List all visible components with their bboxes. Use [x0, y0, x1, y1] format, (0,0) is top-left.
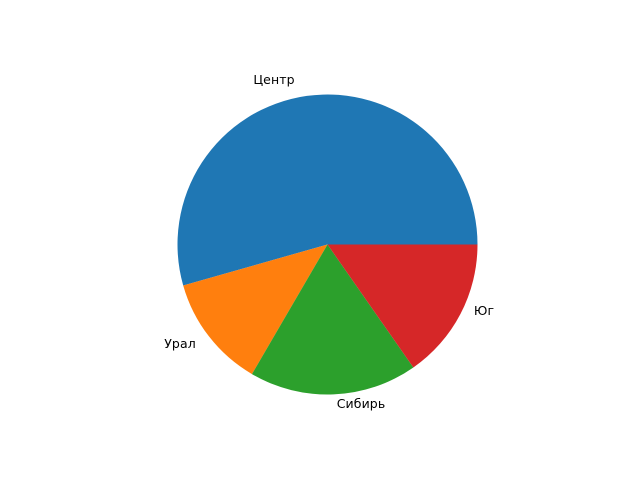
- pie-slice-label-4: Юг: [473, 302, 495, 318]
- pie-slice-1[interactable]: [177, 94, 478, 286]
- pie-slice-2[interactable]: [183, 244, 328, 375]
- pie-slice-4[interactable]: [327, 244, 478, 368]
- pie-wedge-group: [177, 94, 478, 395]
- pie-slice-label-2: Урал: [164, 335, 196, 351]
- pie-slice-3[interactable]: [251, 244, 414, 395]
- pie-slice-label-1: Центр: [253, 71, 295, 87]
- pie-slice-label-3: Сибирь: [336, 395, 386, 411]
